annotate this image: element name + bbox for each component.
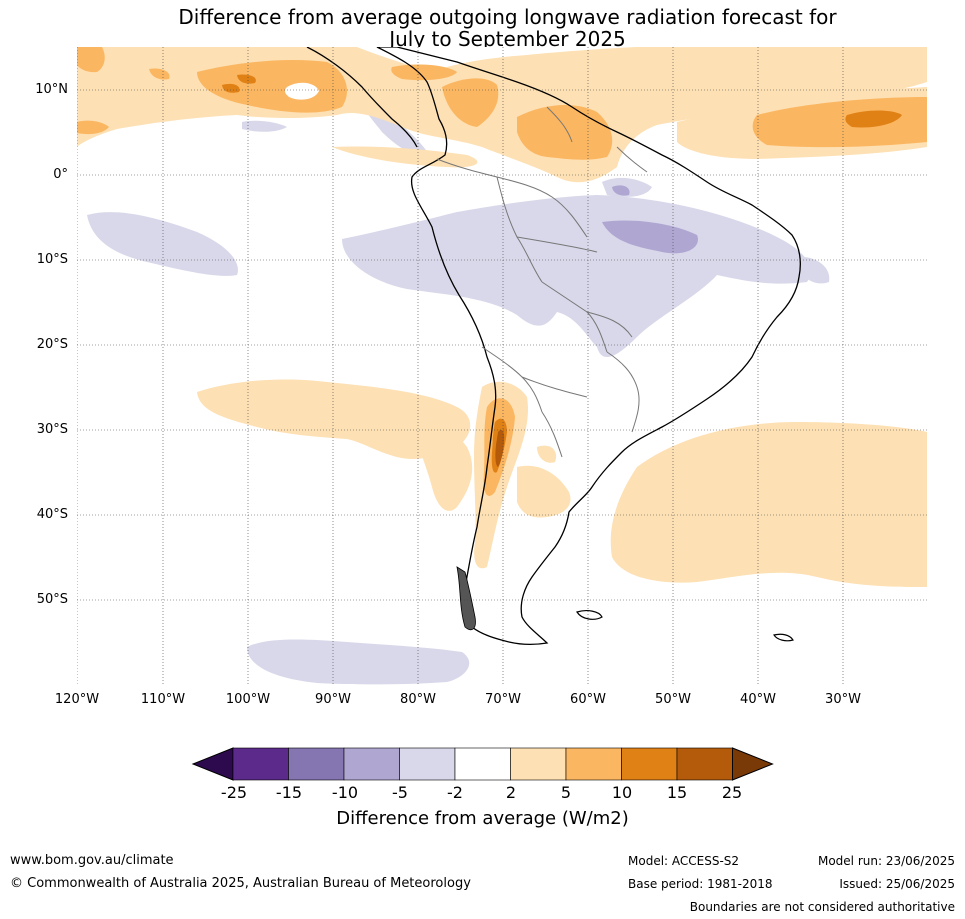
map-title-line1: Difference from average outgoing longwav… <box>178 5 837 29</box>
legend-swatch <box>454 747 511 781</box>
legend-swatch <box>676 747 733 781</box>
lat-label-20s: 20°S <box>36 337 68 352</box>
lat-label-40s: 40°S <box>36 507 68 522</box>
legend-tick: -2 <box>447 783 463 802</box>
legend-arrow-low <box>191 747 234 781</box>
lon-label-80w: 80°W <box>400 692 436 707</box>
legend-swatch <box>399 747 456 781</box>
legend-tick: -15 <box>275 783 303 802</box>
gridlines <box>77 47 927 685</box>
legend-colorbar <box>191 747 774 781</box>
website-link[interactable]: www.bom.gov.au/climate <box>10 853 174 868</box>
forecast-map <box>77 47 927 685</box>
lon-label-60w: 60°W <box>570 692 606 707</box>
lon-label-110w: 110°W <box>140 692 186 707</box>
south-georgia <box>773 633 794 642</box>
chile-archipelago <box>456 566 476 631</box>
legend-swatch <box>621 747 678 781</box>
lon-label-50w: 50°W <box>655 692 691 707</box>
model-text: Model: ACCESS-S2 <box>628 854 740 868</box>
lat-label-30s: 30°S <box>36 422 68 437</box>
legend-tick: 25 <box>721 783 743 802</box>
falkland-islands <box>576 610 603 620</box>
legend-arrow-high <box>732 747 774 781</box>
legend-label: Difference from average (W/m2) <box>336 808 629 829</box>
legend-tick: -25 <box>220 783 248 802</box>
legend-tick: 2 <box>505 783 517 802</box>
positive-anomaly-stronger <box>495 429 505 467</box>
south-america-coastline <box>376 47 801 646</box>
model-run-text: Model run: 23/06/2025 <box>817 854 955 868</box>
lon-label-40w: 40°W <box>740 692 776 707</box>
legend-swatch <box>565 747 622 781</box>
lat-label-10n: 10°N <box>35 82 68 97</box>
legend-tick: 5 <box>560 783 572 802</box>
central-america-coastline <box>306 47 418 148</box>
lat-label-0: 0° <box>53 167 68 182</box>
map-title-line2: July to September 2025 <box>389 27 626 51</box>
legend-tick: 10 <box>611 783 633 802</box>
lon-label-70w: 70°W <box>485 692 521 707</box>
lon-label-100w: 100°W <box>225 692 271 707</box>
legend-swatch <box>510 747 567 781</box>
lat-label-50s: 50°S <box>36 592 68 607</box>
copyright-text: © Commonwealth of Australia 2025, Austra… <box>10 876 471 891</box>
negative-anomaly-strong <box>602 185 698 254</box>
legend-swatch <box>343 747 400 781</box>
country-borders <box>436 106 648 458</box>
near-average-hole <box>284 82 319 100</box>
lon-label-120w: 120°W <box>54 692 100 707</box>
issued-text: Issued: 25/06/2025 <box>839 877 955 891</box>
lat-label-10s: 10°S <box>36 252 68 267</box>
disclaimer-text: Boundaries are not considered authoritat… <box>689 900 955 914</box>
legend-swatch <box>288 747 345 781</box>
positive-anomaly-medium <box>77 47 927 496</box>
legend-tick: 15 <box>666 783 688 802</box>
lon-label-90w: 90°W <box>315 692 351 707</box>
legend-tick: -10 <box>331 783 359 802</box>
base-period-text: Base period: 1981-2018 <box>628 877 773 891</box>
legend-tick: -5 <box>392 783 408 802</box>
legend-swatch <box>232 747 289 781</box>
lon-label-30w: 30°W <box>825 692 861 707</box>
